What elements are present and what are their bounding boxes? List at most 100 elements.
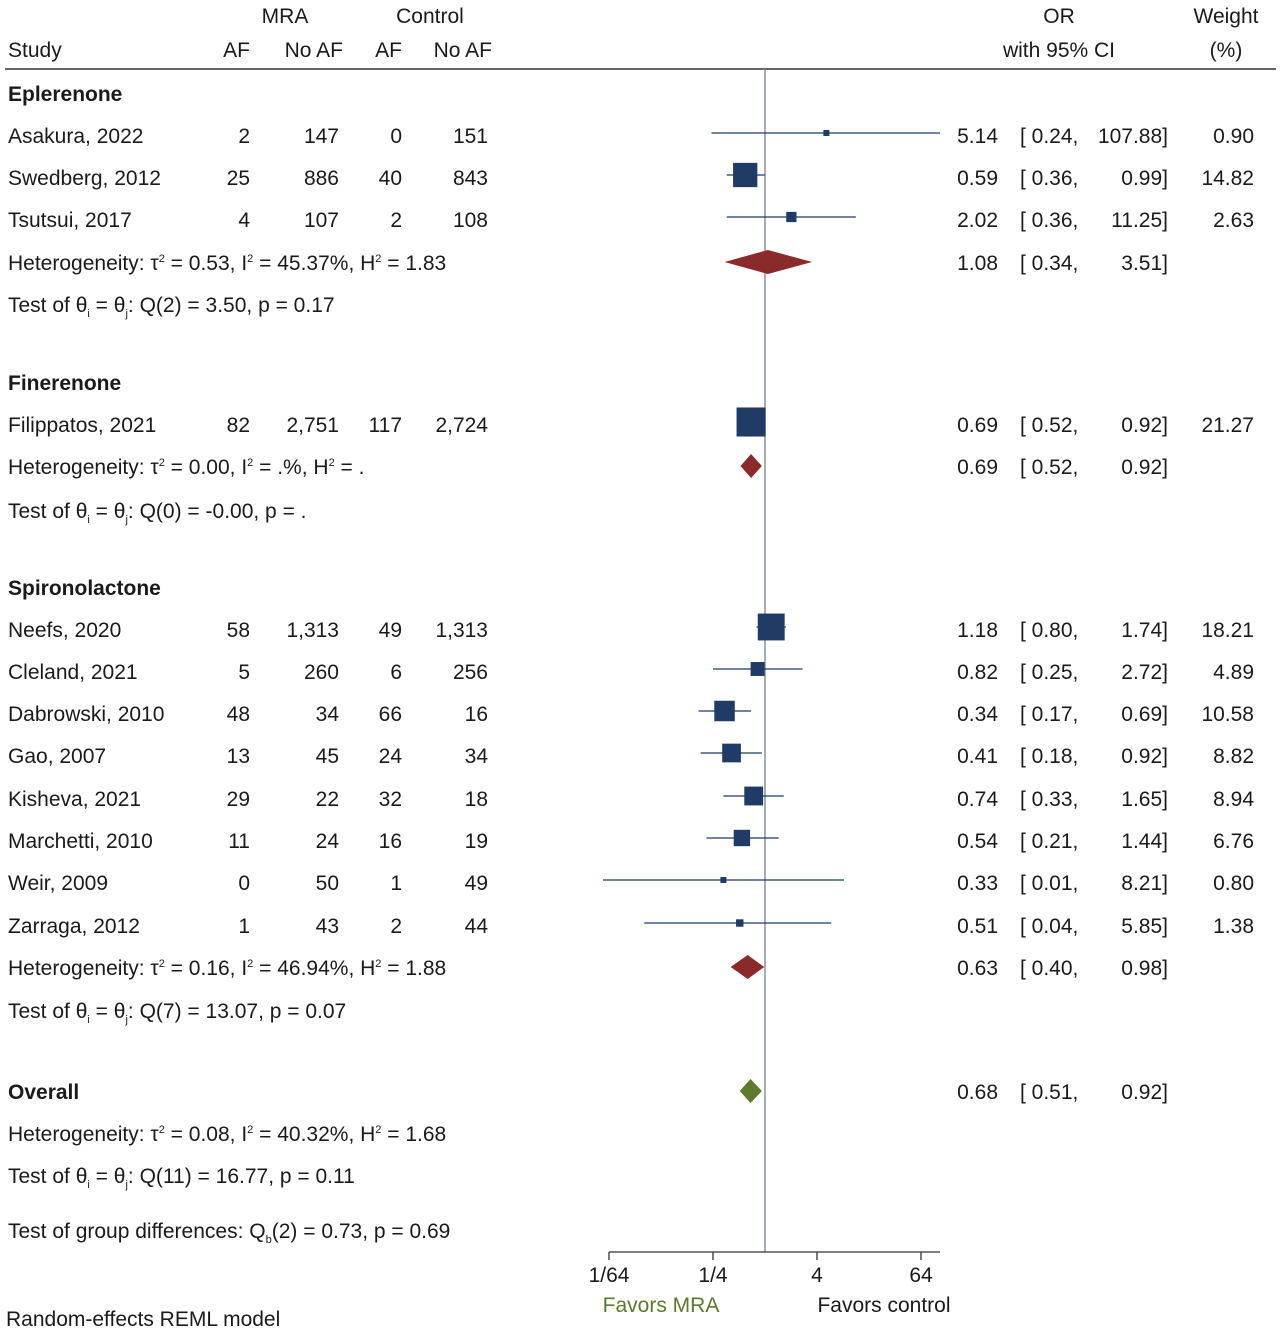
study-spironolactone-3-control-af: 24 xyxy=(378,745,402,768)
study-eplerenone-1-mra-af: 25 xyxy=(226,167,250,190)
group-eplerenone-diamond xyxy=(724,250,813,274)
group-spironolactone-diamond xyxy=(730,955,765,979)
study-spironolactone-7-or-value: 0.51 xyxy=(957,915,998,938)
study-eplerenone-0-marker xyxy=(823,130,830,136)
study-spironolactone-0-or-value: 1.18 xyxy=(957,619,998,642)
study-finerenone-0-ci-upper: 0.92] xyxy=(1121,414,1168,437)
study-eplerenone-1-ci-lower: [ 0.36, xyxy=(1020,167,1079,190)
study-spironolactone-0-name: Neefs, 2020 xyxy=(8,619,122,642)
study-spironolactone-7-control-af: 2 xyxy=(390,915,402,938)
study-spironolactone-6-control-af: 1 xyxy=(390,872,402,895)
study-finerenone-0-control-no-af: 2,724 xyxy=(435,414,488,437)
group-eplerenone-pooled-ci-lower: [ 0.34, xyxy=(1020,252,1079,275)
study-spironolactone-7-control-no-af: 44 xyxy=(464,915,488,938)
group-finerenone-diamond xyxy=(740,454,762,478)
study-finerenone-0-ci-lower: [ 0.52, xyxy=(1020,414,1079,437)
study-spironolactone-4-marker xyxy=(744,786,764,806)
study-spironolactone-4-name: Kisheva, 2021 xyxy=(8,788,142,811)
study-spironolactone-7-ci-upper: 5.85] xyxy=(1121,915,1168,938)
study-spironolactone-3-ci-lower: [ 0.18, xyxy=(1020,745,1079,768)
x-tick-label: 1/64 xyxy=(588,1264,630,1287)
study-spironolactone-5-ci-upper: 1.44] xyxy=(1121,830,1168,853)
study-spironolactone-0-marker xyxy=(757,613,785,641)
group-eplerenone-pooled-ci-upper: 3.51] xyxy=(1121,252,1168,275)
study-spironolactone-0-control-af: 49 xyxy=(378,619,402,642)
study-spironolactone-5-name: Marchetti, 2010 xyxy=(8,830,153,853)
study-spironolactone-2-or-value: 0.34 xyxy=(957,703,998,726)
group-eplerenone-heterogeneity: Heterogeneity: τ2 = 0.53, I2 = 45.37%, H… xyxy=(8,252,447,275)
study-spironolactone-0-weight: 18.21 xyxy=(1201,619,1254,642)
group-eplerenone-test: Test of θi = θj: Q(2) = 3.50, p = 0.17 xyxy=(8,294,335,321)
study-spironolactone-3-mra-af: 13 xyxy=(226,745,250,768)
study-spironolactone-4-ci-upper: 1.65] xyxy=(1121,788,1168,811)
overall-or-value: 0.68 xyxy=(957,1081,998,1104)
study-spironolactone-4-control-no-af: 18 xyxy=(464,788,488,811)
study-eplerenone-2-mra-af: 4 xyxy=(238,209,250,232)
study-spironolactone-6-ci-upper: 8.21] xyxy=(1121,872,1168,895)
study-spironolactone-1-ci-upper: 2.72] xyxy=(1121,661,1168,684)
study-spironolactone-4-or-value: 0.74 xyxy=(957,788,998,811)
study-spironolactone-1-mra-af: 5 xyxy=(238,661,250,684)
study-spironolactone-4-mra-no-af: 22 xyxy=(315,788,339,811)
group-spironolactone-pooled-ci-upper: 0.98] xyxy=(1121,957,1168,980)
study-spironolactone-4-control-af: 32 xyxy=(378,788,402,811)
group-finerenone-pooled-ci-lower: [ 0.52, xyxy=(1020,456,1079,479)
study-spironolactone-6-name: Weir, 2009 xyxy=(8,872,109,895)
study-spironolactone-2-ci-upper: 0.69] xyxy=(1121,703,1168,726)
study-eplerenone-0-ci-upper: 107.88] xyxy=(1097,125,1168,148)
header-ci: with 95% CI xyxy=(1002,39,1116,62)
study-spironolactone-3-name: Gao, 2007 xyxy=(8,745,107,768)
study-spironolactone-5-ci-lower: [ 0.21, xyxy=(1020,830,1079,853)
study-spironolactone-3-mra-no-af: 45 xyxy=(315,745,339,768)
study-spironolactone-2-control-af: 66 xyxy=(378,703,402,726)
study-eplerenone-0-or-value: 5.14 xyxy=(957,125,998,148)
study-spironolactone-2-name: Dabrowski, 2010 xyxy=(8,703,165,726)
group-finerenone: Finerenone xyxy=(8,372,122,395)
header-control-af: AF xyxy=(375,39,402,62)
study-eplerenone-1-mra-no-af: 886 xyxy=(303,167,339,190)
study-finerenone-0-marker xyxy=(736,407,766,437)
study-eplerenone-0-name: Asakura, 2022 xyxy=(8,125,144,148)
study-spironolactone-5-marker xyxy=(733,829,751,847)
study-spironolactone-5-weight: 6.76 xyxy=(1213,830,1254,853)
header-or: OR xyxy=(1043,5,1075,28)
group-spironolactone-test: Test of θi = θj: Q(7) = 13.07, p = 0.07 xyxy=(8,1000,347,1027)
study-spironolactone-2-ci-lower: [ 0.17, xyxy=(1020,703,1079,726)
study-spironolactone-2-mra-af: 48 xyxy=(226,703,250,726)
study-spironolactone-4-mra-af: 29 xyxy=(226,788,250,811)
study-spironolactone-6-control-no-af: 49 xyxy=(464,872,488,895)
study-spironolactone-7-name: Zarraga, 2012 xyxy=(8,915,140,938)
study-finerenone-0-name: Filippatos, 2021 xyxy=(8,414,157,437)
study-spironolactone-0-ci-upper: 1.74] xyxy=(1121,619,1168,642)
group-finerenone-test: Test of θi = θj: Q(0) = -0.00, p = . xyxy=(8,500,307,527)
study-spironolactone-3-ci-upper: 0.92] xyxy=(1121,745,1168,768)
study-spironolactone-7-marker xyxy=(736,919,744,927)
study-spironolactone-1-ci-lower: [ 0.25, xyxy=(1020,661,1079,684)
header-study: Study xyxy=(8,39,62,62)
study-finerenone-0-mra-no-af: 2,751 xyxy=(286,414,339,437)
favors-control-label: Favors control xyxy=(817,1294,951,1317)
header-weight: Weight xyxy=(1193,5,1259,28)
study-spironolactone-3-control-no-af: 34 xyxy=(464,745,488,768)
study-spironolactone-1-control-no-af: 256 xyxy=(452,661,488,684)
study-spironolactone-0-control-no-af: 1,313 xyxy=(435,619,488,642)
study-eplerenone-1-name: Swedberg, 2012 xyxy=(8,167,161,190)
x-tick-label: 64 xyxy=(909,1264,933,1287)
study-spironolactone-7-mra-no-af: 43 xyxy=(315,915,339,938)
study-eplerenone-0-ci-lower: [ 0.24, xyxy=(1020,125,1079,148)
overall-ci-upper: 0.92] xyxy=(1121,1081,1168,1104)
study-spironolactone-6-marker xyxy=(720,877,727,883)
study-spironolactone-1-or-value: 0.82 xyxy=(957,661,998,684)
favors-mra-label: Favors MRA xyxy=(602,1294,720,1317)
study-spironolactone-0-mra-no-af: 1,313 xyxy=(286,619,339,642)
study-eplerenone-0-mra-af: 2 xyxy=(238,125,250,148)
x-tick-label: 4 xyxy=(811,1264,823,1287)
study-spironolactone-5-control-no-af: 19 xyxy=(464,830,488,853)
study-eplerenone-2-name: Tsutsui, 2017 xyxy=(8,209,132,232)
study-spironolactone-2-mra-no-af: 34 xyxy=(315,703,339,726)
study-eplerenone-2-ci-lower: [ 0.36, xyxy=(1020,209,1079,232)
study-spironolactone-5-control-af: 16 xyxy=(378,830,402,853)
header-mra-no-af: No AF xyxy=(284,39,343,62)
overall-test: Test of θi = θj: Q(11) = 16.77, p = 0.11 xyxy=(8,1165,355,1192)
